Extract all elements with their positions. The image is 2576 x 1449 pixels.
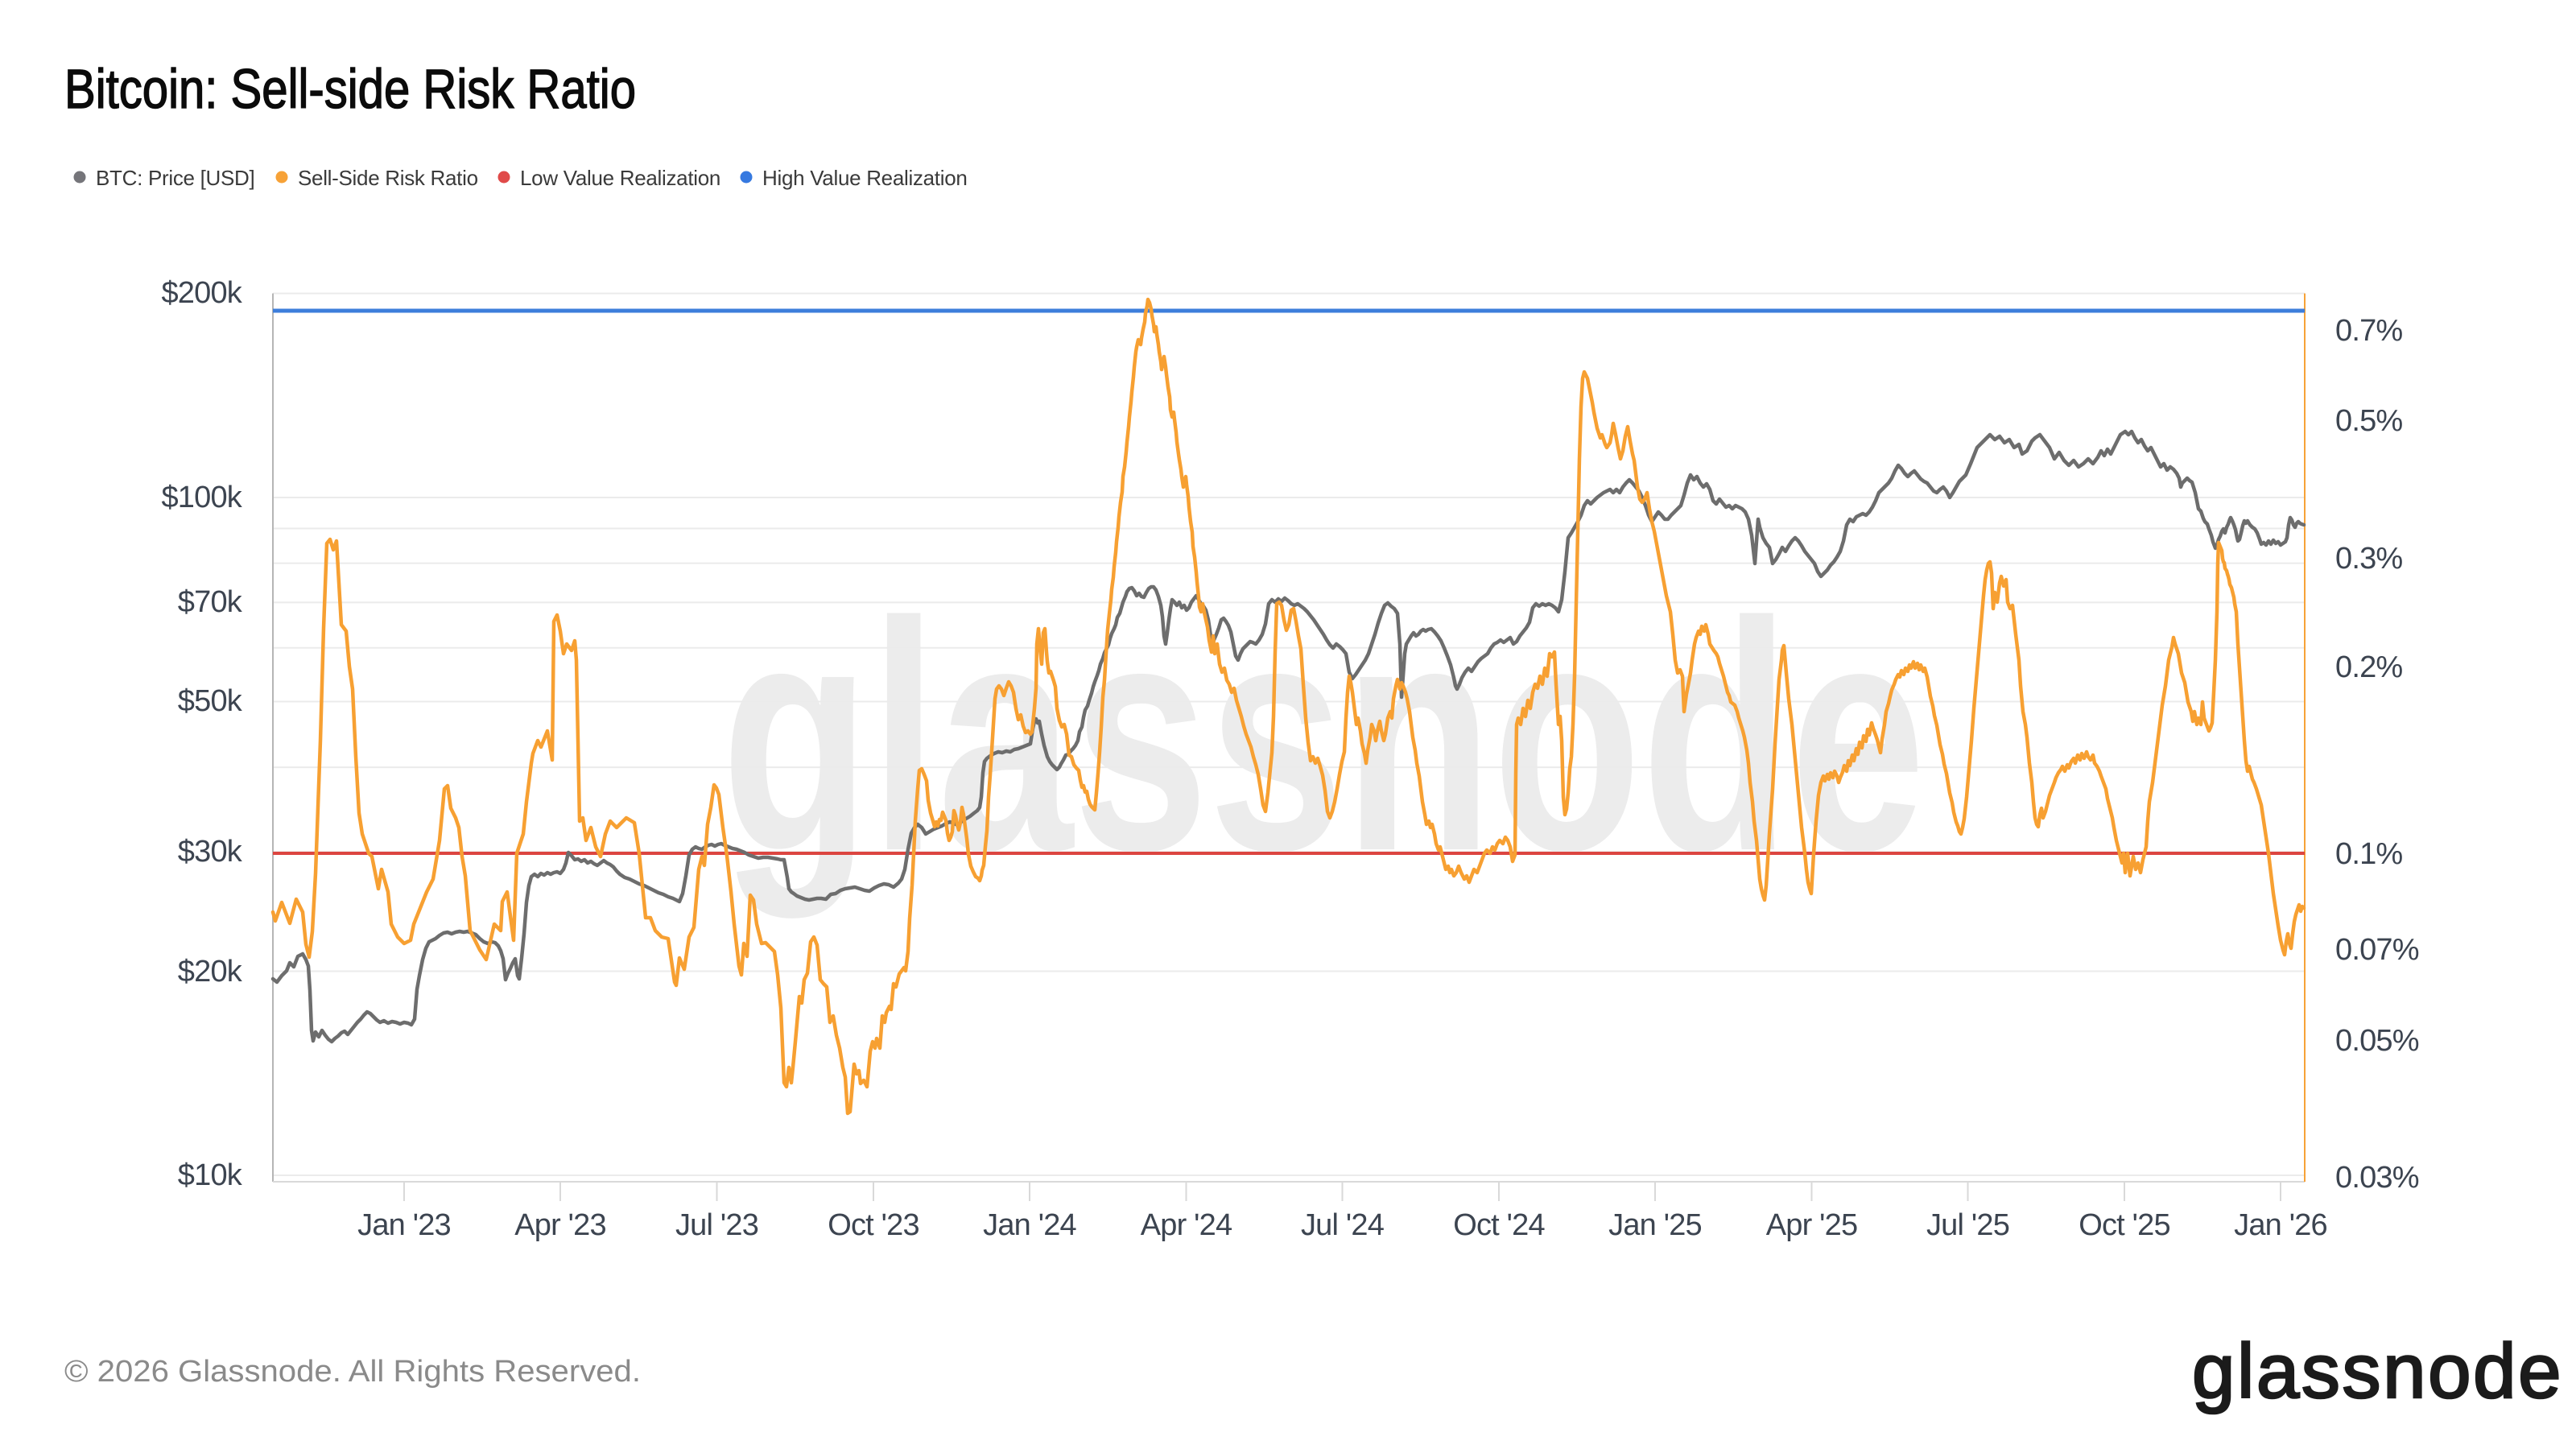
- svg-text:0.7%: 0.7%: [2335, 314, 2402, 348]
- svg-text:Sell-Side Risk Ratio: Sell-Side Risk Ratio: [298, 166, 478, 190]
- svg-text:0.1%: 0.1%: [2335, 837, 2402, 871]
- svg-text:0.2%: 0.2%: [2335, 650, 2402, 684]
- svg-text:$20k: $20k: [178, 955, 243, 989]
- svg-text:Oct '25: Oct '25: [2079, 1208, 2170, 1242]
- svg-text:© 2026 Glassnode. All Rights R: © 2026 Glassnode. All Rights Reserved.: [64, 1355, 641, 1389]
- svg-text:Jan '23: Jan '23: [357, 1208, 451, 1242]
- svg-text:Jul '24: Jul '24: [1301, 1208, 1385, 1242]
- svg-text:Oct '23: Oct '23: [828, 1208, 919, 1242]
- svg-text:$200k: $200k: [161, 276, 242, 310]
- svg-text:$10k: $10k: [178, 1158, 243, 1192]
- svg-text:Low Value Realization: Low Value Realization: [520, 166, 720, 190]
- svg-text:Jan '25: Jan '25: [1608, 1208, 1702, 1242]
- svg-text:0.03%: 0.03%: [2335, 1161, 2419, 1195]
- svg-text:Jan '24: Jan '24: [983, 1208, 1076, 1242]
- svg-text:0.05%: 0.05%: [2335, 1024, 2419, 1058]
- svg-text:Jul '25: Jul '25: [1926, 1208, 2009, 1242]
- svg-text:0.07%: 0.07%: [2335, 933, 2419, 967]
- svg-text:$30k: $30k: [178, 835, 243, 869]
- svg-text:Jan '26: Jan '26: [2234, 1208, 2327, 1242]
- svg-text:$50k: $50k: [178, 684, 243, 718]
- svg-text:Apr '24: Apr '24: [1141, 1208, 1232, 1242]
- svg-text:Jul '23: Jul '23: [675, 1208, 758, 1242]
- svg-text:Bitcoin: Sell-side Risk Ratio: Bitcoin: Sell-side Risk Ratio: [64, 58, 636, 120]
- svg-text:0.3%: 0.3%: [2335, 542, 2402, 576]
- svg-text:BTC: Price [USD]: BTC: Price [USD]: [96, 166, 254, 190]
- svg-text:0.5%: 0.5%: [2335, 404, 2402, 438]
- svg-text:glassnode: glassnode: [721, 554, 1926, 921]
- svg-text:$100k: $100k: [161, 481, 242, 514]
- svg-text:Oct '24: Oct '24: [1453, 1208, 1545, 1242]
- svg-text:Apr '23: Apr '23: [514, 1208, 606, 1242]
- svg-text:High Value Realization: High Value Realization: [762, 166, 968, 190]
- svg-text:Apr '25: Apr '25: [1766, 1208, 1858, 1242]
- svg-text:glassnode: glassnode: [2192, 1328, 2563, 1414]
- svg-text:$70k: $70k: [178, 585, 243, 619]
